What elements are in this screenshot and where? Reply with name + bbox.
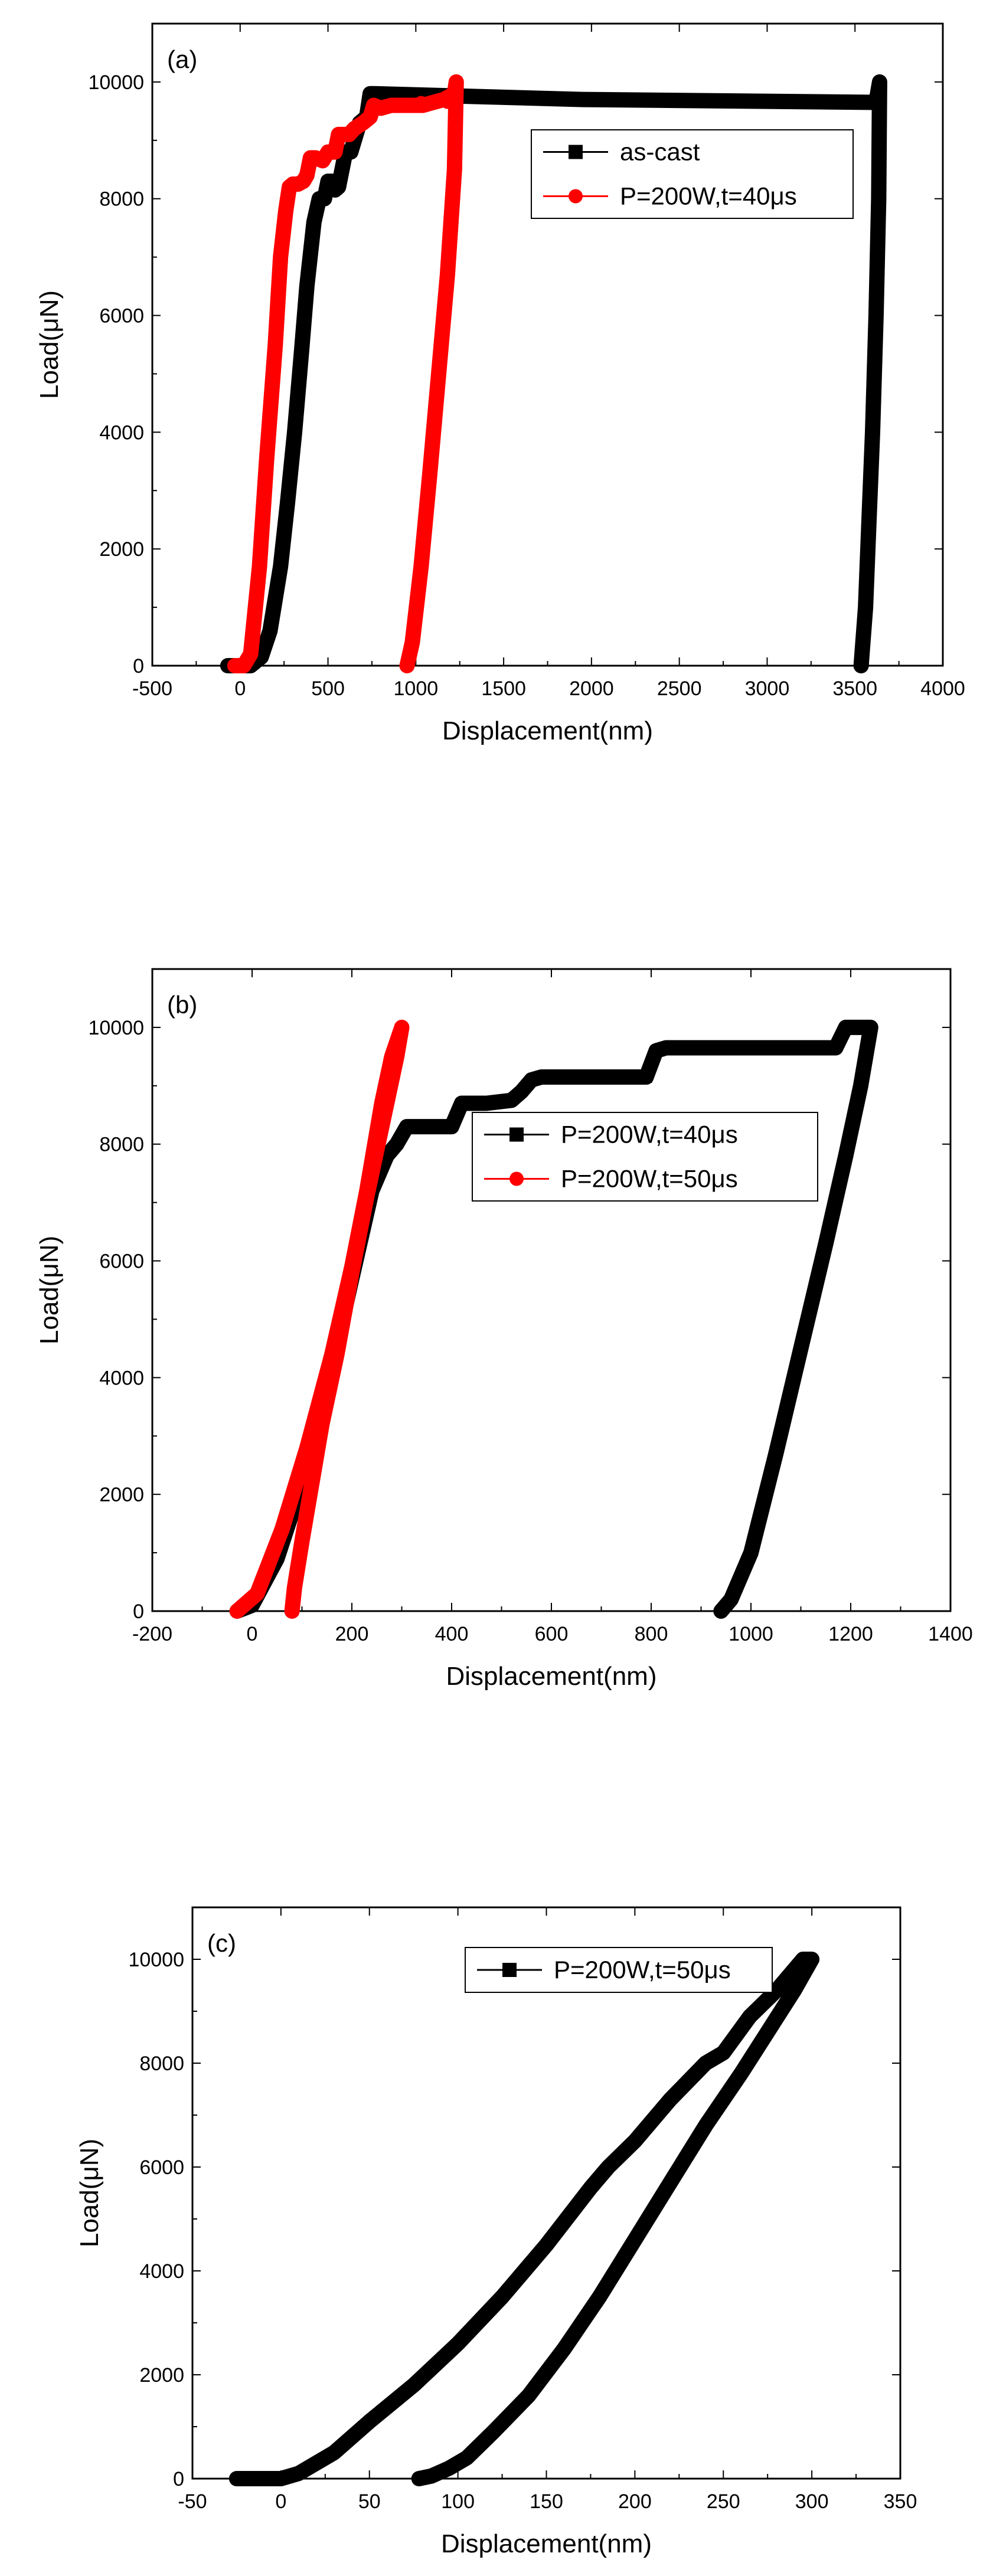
x-tick-label: 200 <box>335 1623 369 1645</box>
y-tick-label: 4000 <box>139 2260 184 2283</box>
data-point <box>440 96 454 109</box>
x-axis-title: Displacement(nm) <box>446 1662 657 1691</box>
x-tick-label: 0 <box>247 1623 258 1645</box>
y-tick-label: 8000 <box>139 2053 184 2075</box>
legend-box <box>531 129 854 219</box>
y-tick-label: 8000 <box>99 1134 144 1156</box>
y-tick-label: 4000 <box>99 1367 144 1389</box>
x-axis-title: Displacement(nm) <box>442 716 653 745</box>
y-tick-label: 0 <box>133 1600 144 1623</box>
data-point <box>481 1097 493 1109</box>
x-tick-label: 400 <box>435 1623 469 1645</box>
y-tick-label: 10000 <box>128 1949 184 1971</box>
legend-marker-0 <box>569 145 583 159</box>
x-tick-label: 500 <box>311 677 345 700</box>
legend-marker-1 <box>509 1171 524 1186</box>
x-tick-label: -50 <box>178 2490 207 2513</box>
x-tick-label: 200 <box>618 2490 652 2513</box>
x-tick-label: 0 <box>275 2490 286 2513</box>
x-tick-label: 1400 <box>928 1623 973 1645</box>
legend-label-1: P=200W,t=50μs <box>561 1165 738 1193</box>
legend-box <box>472 1112 818 1202</box>
series-connector-1 <box>234 81 458 667</box>
y-tick-label: 4000 <box>99 421 144 444</box>
legend-marker-1 <box>569 189 583 204</box>
series-connector-0 <box>237 1026 872 1612</box>
x-tick-label: 50 <box>358 2490 381 2513</box>
x-tick-label: 600 <box>535 1623 569 1645</box>
x-tick-label: 2000 <box>569 677 614 700</box>
y-axis-title: Load(μN) <box>75 2139 104 2247</box>
x-tick-label: 3500 <box>832 677 877 700</box>
panel-label: (b) <box>167 991 197 1019</box>
x-tick-label: -500 <box>132 677 172 700</box>
y-axis-title: Load(μN) <box>35 290 64 399</box>
x-tick-label: 1500 <box>481 677 526 700</box>
series-connector-0 <box>227 81 881 667</box>
legend-label-0: as-cast <box>620 138 700 166</box>
x-tick-label: 1200 <box>828 1623 873 1645</box>
data-point <box>426 1121 438 1133</box>
x-tick-label: 2500 <box>657 677 702 700</box>
y-tick-label: 10000 <box>88 1017 144 1039</box>
x-tick-label: 1000 <box>729 1623 773 1645</box>
x-tick-label: 1000 <box>394 677 439 700</box>
legend-label-0: P=200W,t=40μs <box>561 1121 738 1148</box>
x-tick-label: 800 <box>635 1623 668 1645</box>
legend-marker-0 <box>509 1127 524 1142</box>
y-tick-label: 0 <box>173 2468 184 2490</box>
x-axis-title: Displacement(nm) <box>441 2529 652 2558</box>
panel-label: (a) <box>167 45 197 73</box>
y-tick-label: 6000 <box>139 2156 184 2179</box>
x-tick-label: 300 <box>795 2490 829 2513</box>
x-tick-label: -200 <box>132 1623 172 1645</box>
y-tick-label: 2000 <box>99 1484 144 1506</box>
x-tick-label: 4000 <box>920 677 965 700</box>
x-tick-label: 3000 <box>745 677 790 700</box>
panel-label: (c) <box>207 1929 236 1957</box>
legend-label-0: P=200W,t=50μs <box>554 1956 731 1983</box>
x-tick-label: 0 <box>234 677 246 700</box>
y-axis-title: Load(μN) <box>35 1236 64 1344</box>
data-point <box>640 1071 652 1083</box>
legend-label-1: P=200W,t=40μs <box>620 182 797 210</box>
series-connector-0 <box>236 1958 814 2480</box>
data-point <box>870 96 882 109</box>
y-tick-label: 0 <box>133 655 144 677</box>
y-tick-label: 2000 <box>99 538 144 561</box>
data-point <box>765 1042 777 1054</box>
data-point <box>414 96 428 109</box>
y-tick-label: 8000 <box>99 188 144 211</box>
x-tick-label: 150 <box>530 2490 563 2513</box>
y-tick-label: 10000 <box>88 71 144 94</box>
legend-marker-0 <box>502 1963 517 1977</box>
y-tick-label: 6000 <box>99 305 144 328</box>
y-tick-label: 2000 <box>139 2364 184 2387</box>
series-connector-1 <box>236 1027 403 1612</box>
x-tick-label: 350 <box>884 2490 917 2513</box>
x-tick-label: 250 <box>707 2490 740 2513</box>
data-point <box>577 93 589 106</box>
y-tick-label: 6000 <box>99 1251 144 1273</box>
data-point <box>546 1071 557 1083</box>
x-tick-label: 100 <box>441 2490 475 2513</box>
